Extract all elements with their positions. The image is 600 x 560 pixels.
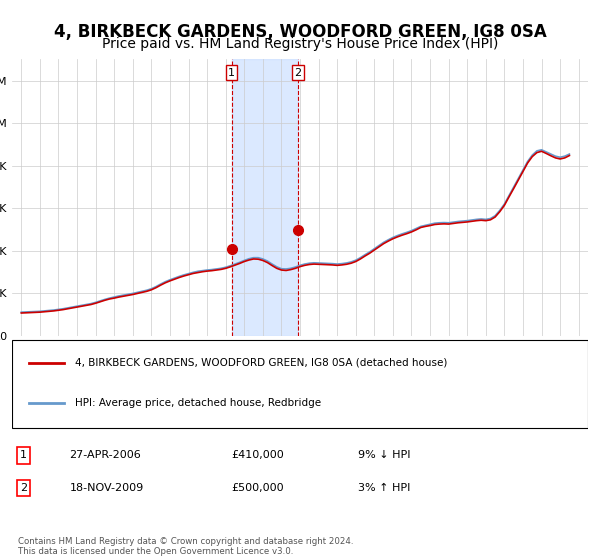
Bar bbox=[232, 59, 298, 336]
Text: £500,000: £500,000 bbox=[231, 483, 284, 493]
Text: 3% ↑ HPI: 3% ↑ HPI bbox=[358, 483, 410, 493]
Text: 18-NOV-2009: 18-NOV-2009 bbox=[70, 483, 144, 493]
Text: 1: 1 bbox=[20, 450, 27, 460]
Text: £410,000: £410,000 bbox=[231, 450, 284, 460]
Text: 2: 2 bbox=[294, 68, 301, 78]
Text: 1: 1 bbox=[228, 68, 235, 78]
Text: 27-APR-2006: 27-APR-2006 bbox=[70, 450, 142, 460]
Text: 4, BIRKBECK GARDENS, WOODFORD GREEN, IG8 0SA (detached house): 4, BIRKBECK GARDENS, WOODFORD GREEN, IG8… bbox=[76, 358, 448, 368]
Text: HPI: Average price, detached house, Redbridge: HPI: Average price, detached house, Redb… bbox=[76, 398, 322, 408]
Text: 2: 2 bbox=[20, 483, 27, 493]
Text: 9% ↓ HPI: 9% ↓ HPI bbox=[358, 450, 410, 460]
Text: Price paid vs. HM Land Registry's House Price Index (HPI): Price paid vs. HM Land Registry's House … bbox=[102, 37, 498, 51]
Text: 4, BIRKBECK GARDENS, WOODFORD GREEN, IG8 0SA: 4, BIRKBECK GARDENS, WOODFORD GREEN, IG8… bbox=[53, 23, 547, 41]
Text: Contains HM Land Registry data © Crown copyright and database right 2024.
This d: Contains HM Land Registry data © Crown c… bbox=[18, 537, 353, 557]
FancyBboxPatch shape bbox=[12, 340, 588, 428]
